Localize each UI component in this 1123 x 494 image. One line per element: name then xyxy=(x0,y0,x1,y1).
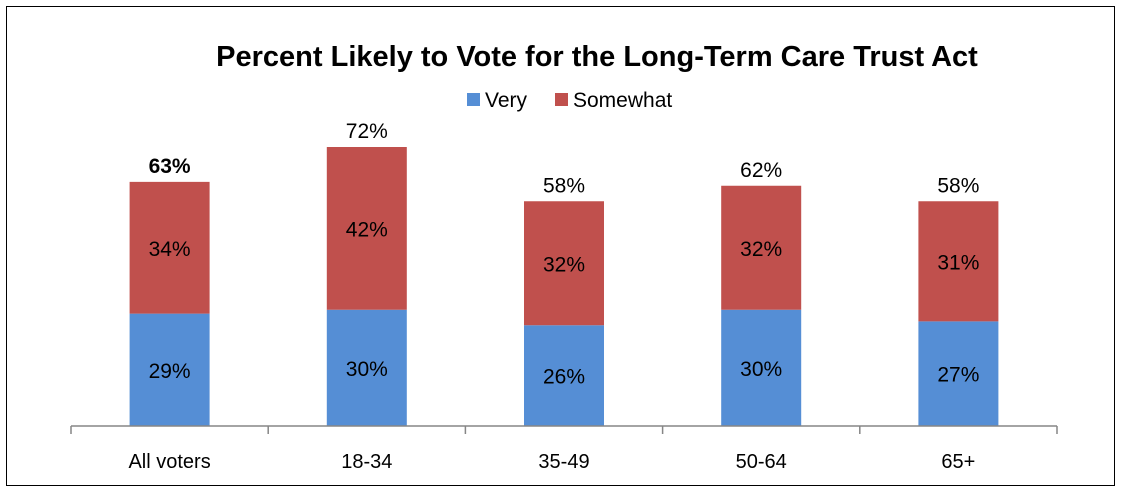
x-tick-label-50-64: 50-64 xyxy=(736,451,787,473)
total-label-all-voters: 63% xyxy=(149,155,191,178)
bar-somewhat-50-64 xyxy=(721,185,802,310)
bar-somewhat-65 xyxy=(918,201,999,322)
bar-very-35-49 xyxy=(524,325,604,426)
x-tick-label-18-34: 18-34 xyxy=(341,451,392,473)
bars xyxy=(129,147,999,426)
legend-swatch-somewhat xyxy=(555,93,568,106)
legend-swatch-very xyxy=(467,93,480,106)
data-label-very-18-34: 30% xyxy=(346,358,388,381)
bar-somewhat-35-49 xyxy=(524,201,604,326)
legend: Very Somewhat xyxy=(467,89,672,112)
data-label-very-50-64: 30% xyxy=(740,358,782,381)
bar-very-all-voters xyxy=(129,313,210,426)
data-label-very-all-voters: 29% xyxy=(149,360,191,383)
data-label-somewhat-50-64: 32% xyxy=(740,238,782,261)
total-label-50-64: 62% xyxy=(740,159,782,182)
x-tick-label-65: 65+ xyxy=(941,451,975,473)
bar-somewhat-18-34 xyxy=(326,147,407,310)
x-tick-label-35-49: 35-49 xyxy=(538,451,589,473)
bar-very-50-64 xyxy=(721,309,802,426)
data-label-very-65: 27% xyxy=(937,364,979,387)
bar-very-18-34 xyxy=(326,309,407,426)
data-labels: 29% 34% 63% 30% 42% 72% 26% 32% 58% 30% 32% 62% 27% 3… xyxy=(149,120,980,389)
chart-title: Percent Likely to Vote for the Long-Term… xyxy=(216,41,978,73)
data-label-somewhat-65: 31% xyxy=(937,251,979,274)
bar-very-65 xyxy=(918,321,999,426)
data-label-somewhat-35-49: 32% xyxy=(543,253,585,276)
total-label-65: 58% xyxy=(937,174,979,197)
x-axis-ticks xyxy=(70,426,1058,434)
data-label-very-35-49: 26% xyxy=(543,366,585,389)
data-label-somewhat-18-34: 42% xyxy=(346,218,388,241)
total-label-35-49: 58% xyxy=(543,174,585,197)
legend-label-very: Very xyxy=(485,89,528,112)
total-label-18-34: 72% xyxy=(346,120,388,143)
legend-label-somewhat: Somewhat xyxy=(573,89,672,112)
data-label-somewhat-all-voters: 34% xyxy=(149,238,191,261)
x-axis-tick-labels: All voters 18-34 35-49 50-64 65+ xyxy=(128,451,975,473)
x-tick-label-all-voters: All voters xyxy=(128,451,210,473)
bar-somewhat-all-voters xyxy=(129,181,210,314)
